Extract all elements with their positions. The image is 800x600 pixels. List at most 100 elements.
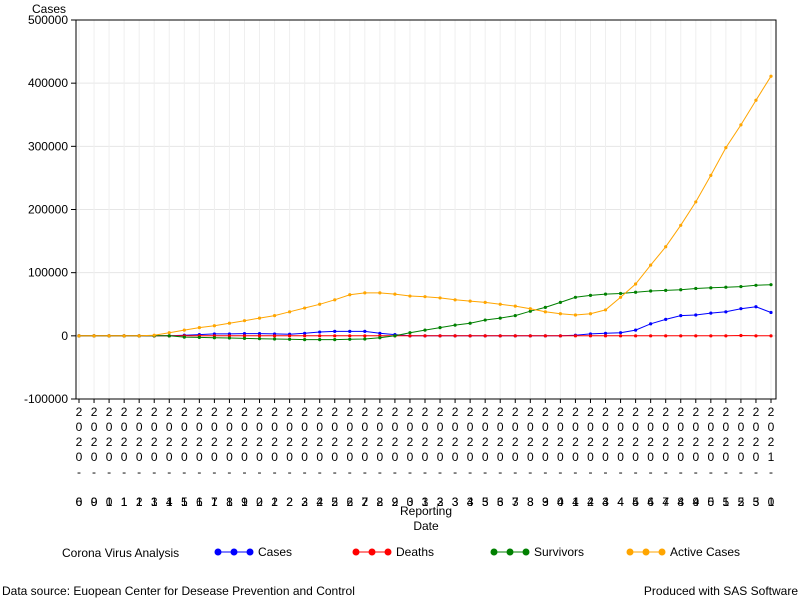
legend: Corona Virus Analysis Cases Deaths Survivo… — [62, 545, 740, 560]
data-point — [288, 337, 292, 341]
data-point — [739, 123, 743, 127]
data-point — [528, 334, 532, 338]
x-tick-label: 2 0 2 0 -17 — [211, 405, 218, 509]
x-axis-label-line1: Reporting — [400, 504, 452, 518]
data-point — [739, 284, 743, 289]
x-tick-label: 2 0 2 1 -01 — [768, 405, 775, 509]
data-point — [634, 290, 638, 294]
legend-marker — [642, 548, 650, 556]
legend-marker — [368, 548, 376, 556]
data-point — [438, 326, 442, 330]
x-tick-label: 2 0 2 0 -24 — [316, 405, 323, 509]
data-point — [303, 334, 307, 338]
data-point — [453, 298, 457, 302]
legend-label: Deaths — [396, 545, 434, 559]
legend-marker — [490, 548, 498, 556]
data-point — [333, 298, 337, 302]
data-point — [664, 334, 668, 338]
data-point — [242, 336, 247, 340]
x-tick-label: 2 0 2 0 -25 — [331, 405, 338, 509]
x-tick-label: 2 0 2 0 -27 — [361, 405, 368, 509]
y-tick-label: 300000 — [28, 139, 68, 153]
x-tick-label: 2 0 2 0 -32 — [437, 405, 444, 509]
data-point — [92, 334, 96, 338]
data-point — [227, 336, 232, 340]
x-tick-label: 2 0 2 0 -06 — [76, 405, 83, 509]
data-point — [754, 98, 758, 102]
data-point — [257, 334, 262, 338]
x-tick-label: 2 0 2 0 -19 — [241, 405, 248, 509]
y-tick-label: -100000 — [24, 392, 68, 406]
data-point — [588, 293, 593, 298]
data-point — [333, 338, 337, 342]
x-tick-label: 2 0 2 0 -52 — [738, 405, 745, 509]
data-point — [272, 314, 277, 318]
x-tick-label: 2 0 2 0 -20 — [256, 405, 263, 509]
data-point — [318, 330, 322, 334]
data-point — [303, 338, 307, 342]
data-point — [679, 314, 683, 318]
legend-label: Survivors — [534, 545, 584, 559]
data-point — [483, 300, 487, 304]
data-point — [498, 334, 502, 338]
data-point — [77, 334, 81, 338]
data-point — [649, 334, 653, 338]
data-point — [483, 334, 487, 338]
data-point — [724, 285, 728, 289]
data-point — [378, 291, 382, 295]
data-point — [694, 334, 698, 338]
data-point — [558, 300, 562, 304]
data-point — [679, 223, 683, 227]
data-point — [423, 334, 427, 338]
data-point — [679, 334, 683, 338]
data-point — [107, 334, 111, 338]
data-point — [618, 295, 623, 299]
data-point — [603, 331, 608, 335]
x-tick-label: 2 0 2 0 -35 — [482, 405, 489, 509]
data-point — [453, 334, 457, 338]
data-point — [694, 200, 698, 204]
x-tick-label: 2 0 2 0 -15 — [181, 405, 188, 509]
legend-marker — [384, 548, 392, 556]
data-point — [242, 319, 247, 323]
data-point — [679, 288, 683, 292]
data-point — [573, 295, 578, 299]
x-tick-label: 2 0 2 0 -14 — [166, 405, 173, 509]
data-point — [468, 321, 472, 325]
x-tick-label: 2 0 2 0 -09 — [91, 405, 98, 509]
data-point — [573, 313, 578, 317]
x-tick-label: 2 0 2 0 -22 — [286, 405, 293, 509]
legend-marker — [246, 548, 254, 556]
y-axis-label: Cases — [32, 2, 66, 16]
data-point — [182, 328, 186, 332]
legend-label: Cases — [258, 545, 292, 559]
data-point — [257, 332, 262, 336]
data-point — [513, 304, 517, 308]
x-tick-label: 2 0 2 0 -43 — [602, 405, 609, 509]
legend-label: Active Cases — [670, 545, 740, 559]
data-point — [769, 310, 773, 315]
data-point — [272, 334, 277, 338]
legend-marker — [658, 548, 666, 556]
x-tick-label: 2 0 2 0 -41 — [572, 405, 579, 509]
data-point — [664, 317, 668, 322]
data-point — [393, 292, 397, 296]
x-tick-label: 2 0 2 0 -53 — [753, 405, 760, 509]
data-point — [543, 310, 547, 314]
x-tick-label: 2 0 2 0 -47 — [662, 405, 669, 509]
data-point — [649, 289, 653, 293]
x-tick-label: 2 0 2 0 -44 — [617, 405, 624, 509]
data-point — [348, 337, 352, 341]
data-point — [408, 294, 412, 298]
data-point — [348, 334, 352, 338]
data-point — [498, 302, 502, 306]
data-point — [543, 305, 547, 310]
data-point — [769, 334, 773, 338]
x-tick-label: 2 0 2 0 -21 — [271, 405, 278, 509]
x-tick-label: 2 0 2 0 -51 — [723, 405, 730, 509]
data-point — [618, 291, 623, 296]
grid — [76, 19, 776, 400]
legend-marker — [352, 548, 360, 556]
x-tick-label: 2 0 2 0 -34 — [467, 405, 474, 509]
x-tick-label: 2 0 2 0 -37 — [512, 405, 519, 509]
